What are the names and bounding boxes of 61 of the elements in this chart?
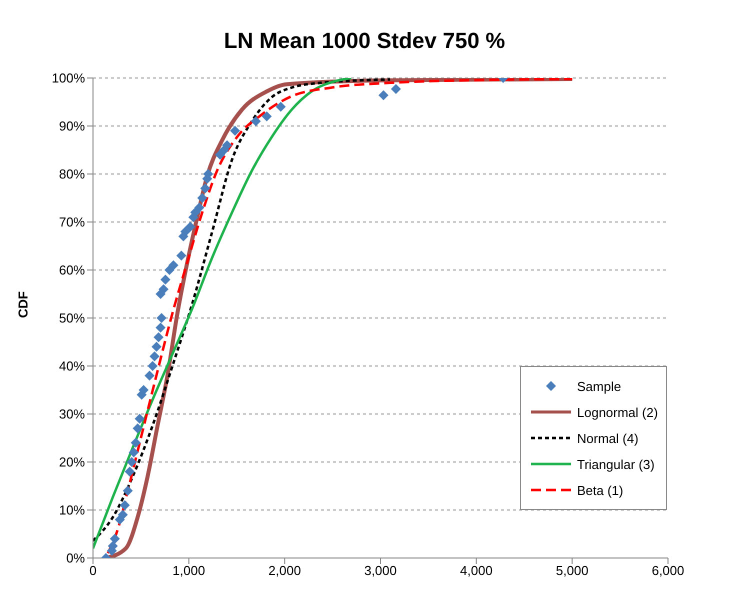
x-tick-label: 3,000: [364, 563, 397, 578]
x-tick-label: 4,000: [460, 563, 493, 578]
point: [222, 140, 232, 150]
x-tick-label: 5,000: [556, 563, 588, 578]
y-tick-label: 80%: [58, 166, 86, 182]
y-axis-title: CDF: [16, 291, 31, 318]
chart-title: LN Mean 1000 Stdev 750 %: [222, 27, 506, 55]
point: [168, 260, 178, 270]
point: [132, 423, 143, 434]
point: [152, 342, 162, 352]
point: [124, 466, 135, 477]
point: [250, 116, 261, 126]
legend-label: Normal (4): [577, 430, 638, 446]
y-tick-label: 70%: [58, 214, 86, 230]
point: [156, 322, 166, 333]
y-tick-label: 60%: [58, 262, 86, 278]
point: [390, 84, 401, 94]
point: [126, 457, 137, 467]
x-tick-label: 1,000: [172, 563, 206, 578]
y-tick-label: 50%: [58, 310, 86, 326]
point: [134, 414, 145, 424]
point: [185, 222, 196, 232]
x-tick-label: 0: [89, 563, 97, 578]
legend-label: Lognormal (2): [577, 404, 658, 420]
point: [154, 332, 164, 342]
y-tick-label: 0%: [66, 550, 86, 566]
point: [215, 150, 226, 160]
y-tick-label: 20%: [58, 454, 86, 470]
x-tick-label: 2,000: [268, 563, 301, 578]
point: [276, 102, 286, 112]
point: [148, 361, 158, 371]
point: [194, 202, 204, 213]
point: [190, 207, 200, 218]
point: [160, 274, 170, 285]
point: [197, 193, 208, 203]
point: [120, 500, 130, 510]
point: [110, 534, 120, 544]
point: [128, 447, 139, 458]
legend-label: Triangular (3): [577, 456, 655, 472]
point: [378, 90, 388, 100]
point: [200, 183, 210, 194]
y-tick-label: 40%: [58, 358, 86, 374]
point: [158, 284, 169, 294]
x-tick-label: 6,000: [652, 563, 684, 578]
point: [164, 265, 174, 275]
point: [122, 486, 133, 496]
y-tick-label: 30%: [58, 406, 86, 422]
point: [176, 250, 186, 261]
y-tick-label: 100%: [52, 70, 86, 86]
legend-label: Beta (1): [577, 482, 624, 498]
point: [150, 351, 160, 362]
point: [118, 510, 128, 520]
y-tick-label: 10%: [58, 502, 86, 518]
point: [156, 313, 167, 323]
point: [144, 370, 155, 381]
point: [138, 385, 149, 395]
legend-label: Sample: [577, 378, 622, 394]
point: [230, 126, 240, 136]
point: [262, 111, 272, 122]
point: [130, 438, 141, 448]
y-tick-label: 90%: [58, 118, 86, 134]
